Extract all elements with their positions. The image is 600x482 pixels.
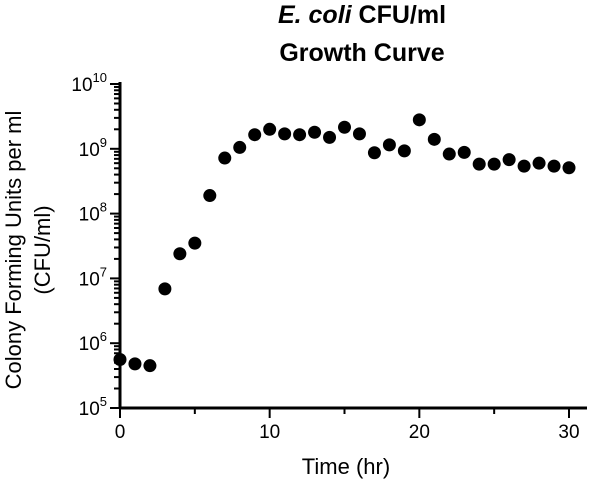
data-point [203, 189, 217, 203]
data-point [502, 153, 516, 167]
y-tick-label-exponent: 10 [93, 70, 107, 85]
y-tick-label-exponent: 8 [100, 200, 107, 215]
y-tick-label: 1010 [71, 70, 107, 96]
data-point [472, 157, 486, 171]
data-point [367, 146, 381, 160]
y-tick-label-base: 10 [71, 75, 92, 96]
y-tick-label-exponent: 7 [100, 264, 107, 279]
x-tick-label: 30 [558, 422, 579, 443]
data-point [113, 353, 127, 367]
data-point [457, 145, 471, 159]
data-point [128, 357, 142, 371]
data-point [278, 127, 292, 141]
data-point [143, 359, 157, 373]
data-point [487, 157, 501, 171]
data-point [442, 147, 456, 161]
data-point [308, 125, 322, 139]
data-point [532, 156, 546, 170]
data-point [323, 130, 337, 144]
x-tick-label: 20 [409, 422, 430, 443]
x-ticks: 0 10 20 30 [115, 408, 580, 443]
y-axis-title: Colony Forming Units per ml (CFU/ml) [1, 111, 55, 390]
x-tick-label: 10 [259, 422, 280, 443]
data-points [113, 113, 576, 373]
data-point [547, 159, 561, 173]
data-point [248, 128, 262, 142]
data-point [382, 138, 396, 152]
data-point [517, 159, 531, 173]
data-point [188, 236, 202, 250]
data-point [173, 247, 187, 261]
y-axis-title-line2: (CFU/ml) [30, 205, 55, 294]
y-tick-label-exponent: 6 [100, 329, 107, 344]
chart-subtitle: Growth Curve [279, 39, 444, 67]
y-tick-label-base: 10 [79, 269, 100, 290]
x-axis-title: Time (hr) [302, 454, 390, 479]
y-tick-label-exponent: 5 [100, 394, 107, 409]
x-tick-label: 0 [115, 422, 126, 443]
data-point [352, 127, 366, 141]
data-point [233, 140, 247, 154]
data-point [562, 161, 576, 175]
y-tick-label: 108 [79, 200, 107, 226]
data-point [263, 122, 277, 136]
y-tick-label-base: 10 [79, 140, 100, 161]
chart-title: E. coli CFU/ml [278, 1, 446, 29]
y-tick-label: 106 [79, 329, 107, 355]
data-point [412, 113, 426, 127]
y-tick-label: 105 [79, 394, 107, 420]
data-point [218, 151, 232, 165]
chart-title-italic: E. coli [278, 1, 353, 29]
y-tick-label: 107 [79, 264, 107, 290]
y-tick-label-exponent: 9 [100, 135, 107, 150]
data-point [338, 120, 351, 134]
y-tick-label: 109 [79, 135, 107, 161]
chart-title-rest: CFU/ml [359, 1, 447, 29]
data-point [397, 144, 411, 158]
y-axis-title-line1: Colony Forming Units per ml [1, 111, 26, 390]
data-point [158, 282, 172, 296]
data-point [293, 128, 307, 142]
data-point [427, 132, 441, 146]
y-tick-label-base: 10 [79, 205, 100, 226]
y-tick-label-base: 10 [79, 399, 100, 420]
y-tick-label-base: 10 [79, 334, 100, 355]
